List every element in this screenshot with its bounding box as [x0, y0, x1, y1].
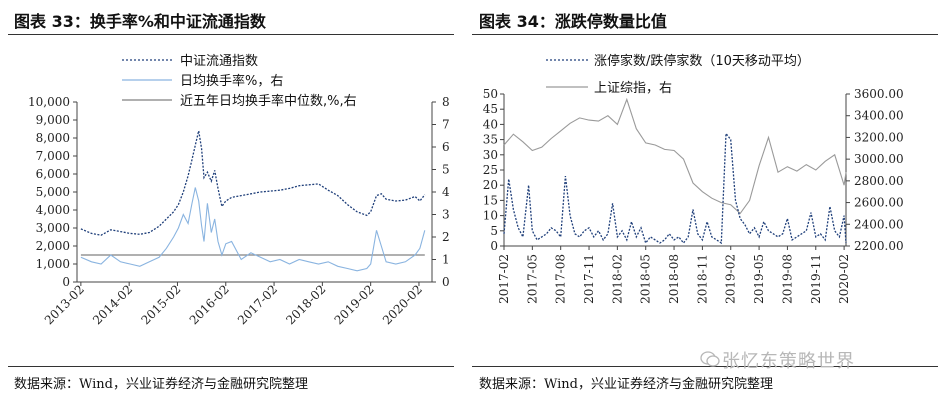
right-y-tick-label: 5 [442, 163, 450, 177]
left-y-tick-label: 5,000 [36, 185, 70, 199]
left-title-rule [8, 34, 454, 35]
left-source-text: 数据来源：Wind，兴业证券经济与金融研究院整理 [14, 377, 308, 392]
x-tick-label: 2017-05 [525, 254, 539, 304]
shanghai-composite-line [503, 97, 847, 215]
left-y-tick-label: 1,000 [36, 257, 70, 271]
x-tick-label: 2018-02 [610, 254, 624, 304]
left-y-tick-label: 50 [483, 87, 498, 101]
left-y-tick-label: 8,000 [36, 131, 70, 145]
x-tick-label: 2019-05 [752, 254, 766, 304]
x-tick-label: 2016-02 [187, 282, 232, 327]
right-source-text: 数据来源：Wind，兴业证券经济与金融研究院整理 [479, 377, 773, 392]
x-tick-label: 2020-02 [380, 282, 425, 327]
right-source-rule [472, 366, 938, 367]
limit-ratio-line [503, 131, 847, 245]
left-y-tick-label: 2,000 [36, 239, 70, 253]
right-title-rule [472, 34, 938, 35]
left-y-tick-label: 35 [483, 133, 498, 147]
right-chart-title: 图表 34：涨跌停数量比值 [479, 12, 667, 31]
x-tick-label: 2018-05 [639, 254, 653, 304]
legend-label-index: 中证流通指数 [180, 54, 258, 69]
wechat-icon [700, 351, 720, 367]
left-y-tick-label: 6,000 [36, 167, 70, 181]
legend-label-sh: 上证综指，右 [594, 81, 672, 96]
right-y-tick-label: 2600.00 [854, 196, 904, 210]
right-y-tick-label: 0 [442, 275, 450, 289]
x-tick-label: 2017-11 [582, 254, 596, 304]
left-y-tick-label: 7,000 [36, 149, 70, 163]
legend-label-ratio: 涨停家数/跌停家数（10天移动平均） [594, 53, 810, 69]
right-y-tick-label: 2800.00 [854, 174, 904, 188]
left-y-tick-label: 9,000 [36, 113, 70, 127]
left-y-tick-label: 0 [62, 275, 70, 289]
x-tick-label: 2019-02 [724, 254, 738, 304]
x-tick-label: 2014-02 [90, 282, 135, 327]
right-y-tick-label: 3000.00 [854, 152, 904, 166]
x-tick-label: 2019-02 [332, 282, 377, 327]
x-tick-label: 2018-08 [667, 254, 681, 304]
right-y-tick-label: 8 [442, 95, 450, 109]
right-y-tick-label: 3600.00 [854, 87, 904, 101]
left-y-tick-label: 30 [483, 148, 498, 162]
left-chart-title: 图表 33：换手率%和中证流通指数 [14, 12, 266, 31]
x-tick-label: 2018-11 [695, 254, 709, 304]
watermark-text: 张忆东策略世界 [722, 351, 855, 372]
left-y-tick-label: 5 [490, 224, 498, 238]
left-y-tick-label: 10,000 [28, 95, 70, 109]
x-tick-label: 2019-08 [780, 254, 794, 304]
left-y-tick-label: 3,000 [36, 221, 70, 235]
left-y-tick-label: 15 [483, 193, 498, 207]
left-y-tick-label: 4,000 [36, 203, 70, 217]
right-y-tick-label: 6 [442, 140, 450, 154]
turnover-index-chart: 0 1,000 2,000 3,000 4,000 5,000 6,000 7,000 8,00… [28, 54, 450, 327]
left-y-tick-label: 45 [483, 102, 498, 116]
right-y-tick-label: 7 [442, 118, 450, 132]
right-y-tick-label: 3200.00 [854, 130, 904, 144]
csi-index-line [80, 130, 426, 236]
x-tick-label: 2015-02 [138, 282, 183, 327]
x-tick-label: 2017-08 [554, 254, 568, 304]
left-y-tick-label: 25 [483, 163, 498, 177]
legend-label-median: 近五年日均换手率中位数,%,右 [180, 93, 357, 109]
left-y-tick-label: 20 [483, 178, 498, 192]
right-y-tick-label: 2400.00 [854, 217, 904, 231]
x-tick-label: 2018-02 [283, 282, 328, 327]
right-y-tick-label: 4 [442, 185, 450, 199]
daily-turnover-line [80, 187, 426, 272]
x-tick-label: 2020-02 [837, 254, 851, 304]
right-y-tick-label: 1 [442, 253, 450, 267]
x-tick-label: 2019-11 [809, 254, 823, 304]
left-source-rule [8, 366, 454, 367]
left-y-tick-label: 0 [490, 239, 498, 253]
left-y-tick-label: 40 [483, 117, 498, 131]
legend-label-turnover: 日均换手率%，右 [180, 73, 283, 89]
right-y-tick-label: 2200.00 [854, 239, 904, 253]
x-tick-label: 2017-02 [497, 254, 511, 304]
right-y-tick-label: 3400.00 [854, 109, 904, 123]
left-y-tick-label: 10 [483, 209, 498, 223]
right-y-tick-label: 2 [442, 230, 450, 244]
right-y-tick-label: 3 [442, 208, 450, 222]
x-tick-label: 2017-02 [235, 282, 280, 327]
